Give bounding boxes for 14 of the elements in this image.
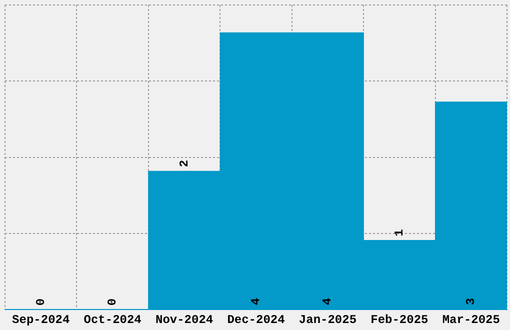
x-tick-label: Nov-2024 (155, 312, 214, 327)
x-tick-label: Mar-2025 (442, 312, 500, 327)
x-tick-label: Sep-2024 (12, 312, 70, 327)
x-tick-label: Feb-2025 (370, 312, 428, 327)
data-label: 0 (34, 298, 48, 306)
x-tick-label: Jan-2025 (298, 312, 357, 327)
data-label: 4 (320, 298, 335, 306)
data-label: 2 (177, 160, 192, 168)
x-tick-label: Oct-2024 (84, 312, 142, 327)
data-label: 1 (392, 229, 406, 236)
data-label: 3 (464, 298, 478, 306)
data-label: 4 (249, 298, 264, 306)
data-label: 0 (106, 298, 120, 306)
x-tick-label: Dec-2024 (227, 312, 285, 327)
